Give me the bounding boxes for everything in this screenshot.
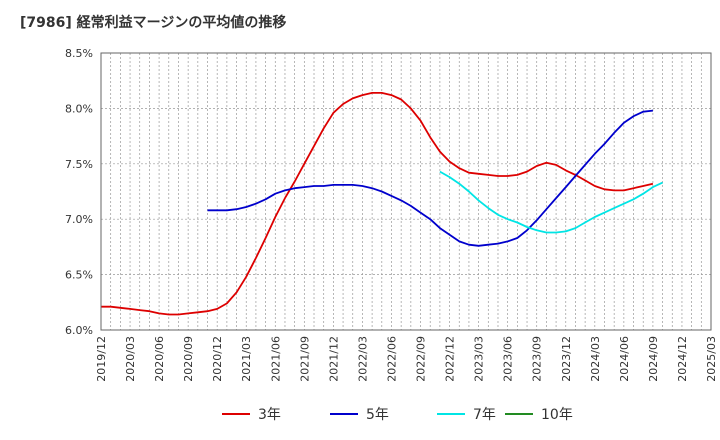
legend-label: 7年	[473, 407, 496, 423]
x-tick-label: 2023/06	[502, 336, 515, 382]
legend-label: 5年	[366, 407, 389, 423]
x-tick-label: 2019/12	[95, 336, 108, 382]
chart-title: [7986] 経常利益マージンの平均値の推移	[20, 15, 287, 31]
x-tick-label: 2021/12	[327, 336, 340, 382]
x-tick-label: 2021/03	[240, 336, 253, 382]
series-layer	[101, 92, 663, 316]
x-tick-label: 2020/09	[182, 336, 195, 382]
x-tick-label: 2023/12	[560, 336, 573, 382]
x-tick-label: 2024/06	[618, 336, 631, 382]
x-tick-label: 2020/03	[124, 336, 137, 382]
x-tick-label: 2023/03	[473, 336, 486, 382]
x-tick-label: 2022/09	[415, 336, 428, 382]
x-tick-label: 2024/12	[676, 336, 689, 382]
grid-layer	[101, 53, 711, 330]
x-tick-label: 2022/12	[444, 336, 457, 382]
y-tick-label: 8.5%	[65, 47, 93, 60]
y-tick-label: 8.0%	[65, 102, 93, 115]
x-tick-label: 2023/09	[531, 336, 544, 382]
x-tick-label: 2022/06	[385, 336, 398, 382]
series-line-3年	[101, 92, 654, 316]
x-axis-ticks: 2019/12 2020/03 2020/06 2020/09 2020/12 2021/…	[95, 336, 718, 382]
x-tick-label: 2021/06	[269, 336, 282, 382]
x-tick-label: 2025/03	[705, 336, 718, 382]
legend-label: 3年	[258, 407, 281, 423]
y-tick-label: 6.5%	[65, 269, 93, 282]
x-tick-label: 2020/12	[211, 336, 224, 382]
y-axis-ticks: 6.0% 6.5% 7.0% 7.5% 8.0% 8.5%	[65, 47, 93, 337]
x-tick-label: 2020/06	[153, 336, 166, 382]
x-tick-label: 2022/03	[356, 336, 369, 382]
series-line-7年	[439, 170, 663, 234]
x-tick-label: 2021/09	[298, 336, 311, 382]
series-line-5年	[207, 109, 654, 247]
plot-area	[101, 53, 711, 330]
legend: 3年 5年 7年 10年	[222, 407, 573, 423]
y-tick-label: 7.0%	[65, 213, 93, 226]
y-tick-label: 7.5%	[65, 158, 93, 171]
x-tick-label: 2024/09	[647, 336, 660, 382]
y-tick-label: 6.0%	[65, 324, 93, 337]
legend-label: 10年	[541, 407, 573, 423]
plot-frame	[100, 52, 712, 331]
x-tick-label: 2024/03	[589, 336, 602, 382]
